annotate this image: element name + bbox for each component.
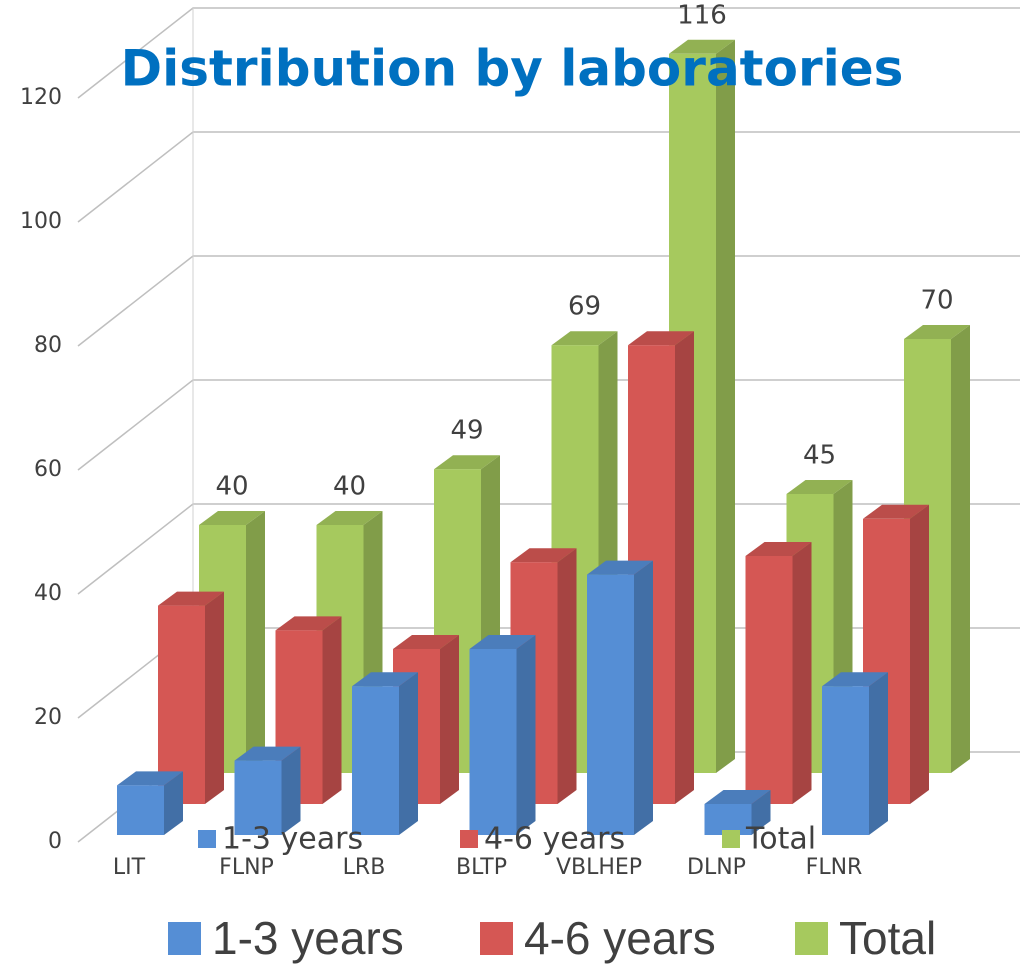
y-tick-label: 100 xyxy=(20,209,62,234)
bar-top xyxy=(786,480,853,494)
chart-title: Distribution by laboratories xyxy=(121,40,904,98)
bar-top xyxy=(822,672,888,687)
y-tick-label: 0 xyxy=(48,829,62,854)
bar-top xyxy=(745,542,812,556)
bar-top xyxy=(275,616,342,631)
x-tick-label: LRB xyxy=(343,855,386,880)
bar-top xyxy=(863,504,929,519)
bar-top xyxy=(628,331,694,346)
grid-line xyxy=(77,379,1020,471)
x-tick-label: LIT xyxy=(113,855,146,880)
bar-top xyxy=(434,455,500,470)
bar-side xyxy=(869,672,888,835)
x-tick-label: BLTP xyxy=(456,855,507,880)
bar-side xyxy=(675,331,694,804)
bar-side xyxy=(951,325,970,773)
legend-swatch xyxy=(198,830,216,848)
x-tick-label: FLNR xyxy=(806,855,863,880)
grid-line xyxy=(77,255,1020,347)
bar-side xyxy=(634,560,653,835)
bar-side xyxy=(399,672,418,835)
x-tick-label: FLNP xyxy=(219,855,274,880)
legend-swatch xyxy=(168,922,201,955)
bar-top xyxy=(469,635,536,649)
y-tick-label: 60 xyxy=(34,457,62,482)
bar-top xyxy=(704,790,771,804)
bar-top xyxy=(587,560,653,575)
bar xyxy=(158,605,205,804)
legend-label: 1-3 years xyxy=(212,912,404,964)
data-label: 70 xyxy=(920,286,953,316)
data-label: 40 xyxy=(333,472,366,502)
y-tick-label: 80 xyxy=(34,333,62,358)
bar-top xyxy=(117,771,183,786)
data-label: 116 xyxy=(677,0,727,30)
data-label: 69 xyxy=(568,292,601,322)
bar-side xyxy=(792,542,812,804)
bar-side xyxy=(716,39,735,774)
grid-line xyxy=(77,131,1020,223)
bar-side xyxy=(751,790,771,835)
y-tick-label: 120 xyxy=(20,85,62,110)
plot: 0 20 40 60 80 100 120 40 40 49 69 116 45 70 LIT FLNP LRB… xyxy=(20,0,1020,880)
bar xyxy=(822,686,869,835)
bar-side xyxy=(910,504,929,804)
legend-label: 4-6 years xyxy=(524,912,716,964)
legend-label: Total xyxy=(745,822,816,857)
bar-side xyxy=(322,616,342,804)
bar-top xyxy=(316,511,383,525)
legend-swatch xyxy=(722,830,740,848)
legend-swatch xyxy=(795,922,828,955)
x-tick-label: VBLHEP xyxy=(556,855,642,880)
legend-label: 4-6 years xyxy=(484,822,625,857)
legend-label: Total xyxy=(839,912,936,964)
bar xyxy=(117,785,164,835)
legend-swatch xyxy=(460,830,478,848)
bar xyxy=(587,574,634,835)
bar xyxy=(469,649,517,835)
legend-swatch xyxy=(480,922,513,955)
bar-side xyxy=(516,635,536,835)
bar xyxy=(745,556,793,804)
bar-top xyxy=(199,511,265,525)
bar xyxy=(704,804,752,835)
bar-side xyxy=(205,591,224,804)
data-label: 40 xyxy=(215,472,248,502)
bar-side xyxy=(440,635,459,804)
y-tick-label: 20 xyxy=(34,705,62,730)
bar xyxy=(352,686,399,835)
bar-side xyxy=(281,746,301,835)
bar-top xyxy=(234,746,301,761)
data-label: 45 xyxy=(803,441,836,471)
bar-top xyxy=(158,591,224,606)
bar-top xyxy=(904,325,970,339)
bar-side xyxy=(246,511,265,773)
x-tick-label: DLNP xyxy=(687,855,746,880)
bar-top xyxy=(551,331,618,346)
bar-side xyxy=(164,771,183,835)
y-tick-label: 40 xyxy=(34,581,62,606)
bar-top xyxy=(510,548,577,563)
bar-top xyxy=(352,672,418,687)
bar-top xyxy=(393,635,459,649)
bar-top xyxy=(669,39,735,54)
bar xyxy=(234,760,282,835)
bar-side xyxy=(557,548,577,804)
data-label: 49 xyxy=(450,416,483,446)
legend-label: 1-3 years xyxy=(222,822,363,857)
